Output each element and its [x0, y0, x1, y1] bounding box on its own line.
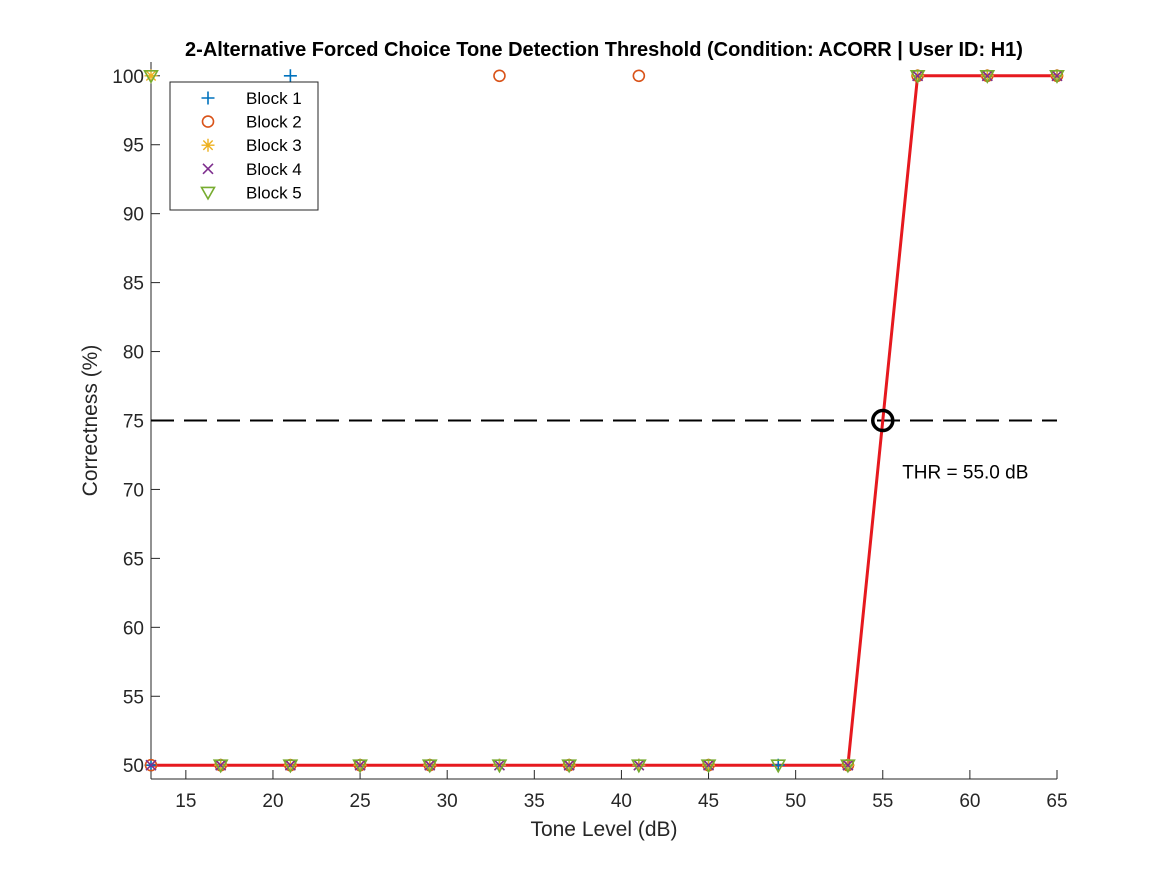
- block-2-point: [144, 758, 158, 772]
- block-5-point: [1049, 69, 1065, 84]
- legend-marker-block-4: [202, 163, 214, 175]
- axis-ticks: 15 20 25 30 35 40 45 50 55 60 65 50 55 60 65 70 75 80 85 90…: [112, 67, 1067, 812]
- y-tick-label: 65: [123, 549, 144, 570]
- block-5-point: [282, 759, 299, 774]
- x-tick-label: 40: [611, 791, 632, 812]
- legend-label-block-2: Block 2: [246, 113, 302, 132]
- block-4-point: [842, 759, 854, 771]
- block-4-point: [563, 759, 575, 771]
- block-5-point: [212, 759, 229, 774]
- legend-marker-block-1: [201, 91, 215, 105]
- legend-label-block-5: Block 5: [246, 183, 302, 202]
- block-4-point: [215, 759, 227, 771]
- y-tick-label: 75: [123, 412, 144, 433]
- y-axis-label: Correctness (%): [79, 345, 102, 497]
- block-4-point: [633, 759, 645, 771]
- block-4-point: [702, 759, 715, 771]
- block-4-point: [1051, 70, 1063, 82]
- legend-marker-block-5: [200, 186, 216, 201]
- y-tick-label: 70: [123, 480, 144, 501]
- block-5-point: [909, 69, 926, 84]
- block-5-point: [491, 759, 508, 774]
- y-tick-label: 55: [123, 687, 144, 708]
- block-4-point: [284, 759, 296, 771]
- x-tick-label: 15: [175, 791, 196, 812]
- block-4-point: [424, 759, 436, 771]
- x-tick-label: 50: [785, 791, 806, 812]
- legend-marker-block-2: [201, 115, 215, 128]
- block-1-point: [283, 69, 297, 83]
- y-tick-label: 80: [123, 343, 144, 364]
- block-4-point: [493, 759, 506, 771]
- chart-title: 2-Alternative Forced Choice Tone Detecti…: [185, 39, 1023, 61]
- threshold-marker: [871, 408, 895, 433]
- block-4-point: [981, 70, 993, 82]
- block-5-point: [770, 759, 787, 774]
- x-tick-label: 25: [350, 791, 371, 812]
- y-tick-label: 50: [123, 756, 144, 777]
- y-tick-label: 95: [123, 136, 144, 157]
- legend: Block 1 Block 2 Block 3 Block 4 Block 5: [169, 81, 319, 211]
- block-5-point: [700, 759, 717, 774]
- legend-box: [169, 81, 319, 211]
- legend-label-block-4: Block 4: [246, 160, 302, 179]
- block-5-point: [630, 759, 647, 774]
- x-tick-label: 60: [959, 791, 980, 812]
- x-tick-label: 35: [524, 791, 545, 812]
- block-4-point: [354, 759, 366, 771]
- y-tick-label: 60: [123, 618, 144, 639]
- legend-label-block-3: Block 3: [246, 136, 302, 155]
- block-5-point: [979, 69, 996, 84]
- threshold-point-group: [871, 408, 895, 433]
- data-markers: [143, 69, 1065, 774]
- legend-marker-block-3: [201, 138, 215, 152]
- y-tick-label: 90: [123, 205, 144, 226]
- block-5-point: [840, 759, 856, 774]
- y-tick-label: 85: [123, 274, 144, 295]
- legend-label-block-1: Block 1: [246, 89, 302, 108]
- x-tick-label: 65: [1046, 791, 1067, 812]
- block-4-point: [912, 70, 924, 82]
- x-tick-label: 20: [262, 791, 283, 812]
- x-tick-label: 55: [872, 791, 893, 812]
- x-tick-label: 30: [437, 791, 458, 812]
- block-2-point: [493, 69, 506, 83]
- block-5-point: [143, 69, 159, 84]
- x-tick-label: 45: [698, 791, 719, 812]
- block-5-point: [421, 759, 438, 774]
- block-3-point: [144, 69, 158, 83]
- block-2-point: [632, 69, 646, 83]
- block-5-point: [352, 759, 368, 774]
- block-5-point: [561, 759, 578, 774]
- y-tick-label: 100: [112, 67, 144, 88]
- block-4-point: [145, 759, 157, 771]
- threshold-annotation: THR = 55.0 dB: [902, 463, 1028, 484]
- x-axis-label: Tone Level (dB): [530, 818, 677, 841]
